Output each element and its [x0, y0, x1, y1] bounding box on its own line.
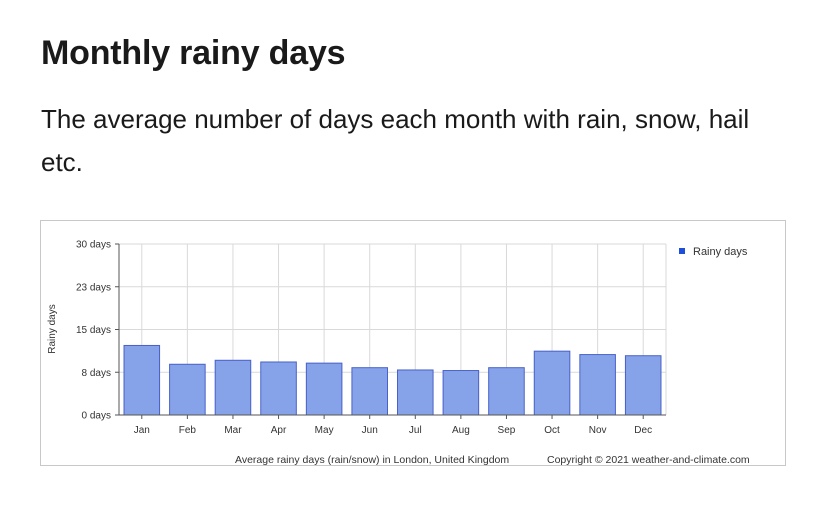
chart-card: 0 days 8 days 15 days 23 days 30 days Jan Feb M… [40, 220, 786, 466]
y-tick-label: 23 days [76, 282, 111, 293]
bar-jan [123, 344, 161, 416]
y-axis-title: Rainy days [47, 304, 58, 353]
chart-caption: Average rainy days (rain/snow) in London… [235, 454, 509, 466]
rainy-days-chart: 0 days 8 days 15 days 23 days 30 days Jan Feb M… [47, 240, 750, 467]
bar-feb [169, 363, 206, 416]
bar-nov [579, 354, 616, 416]
page-title: Monthly rainy days [41, 34, 346, 72]
bar-may [305, 362, 343, 416]
x-tick-label: Jun [362, 425, 378, 436]
x-tick-label: Dec [634, 425, 652, 436]
x-tick-label: Aug [452, 425, 470, 436]
bar-layer [123, 344, 662, 416]
bar-oct [533, 350, 571, 416]
y-tick-label: 15 days [76, 325, 111, 336]
bar-apr [260, 361, 297, 416]
x-tick-label: May [315, 425, 334, 436]
axis-layer [115, 243, 666, 419]
label-layer: 0 days 8 days 15 days 23 days 30 days Jan Feb M… [76, 240, 652, 437]
x-tick-label: Feb [179, 425, 197, 436]
y-tick-label: 0 days [82, 411, 111, 422]
x-tick-label: Nov [589, 425, 607, 436]
x-tick-label: Jan [134, 425, 150, 436]
y-tick-label: 8 days [82, 368, 111, 379]
bar-aug [442, 370, 480, 416]
x-tick-label: Apr [271, 425, 287, 436]
legend-label: Rainy days [693, 246, 748, 258]
bar-dec [624, 355, 662, 416]
bar-jun [351, 367, 388, 416]
bar-mar [214, 359, 252, 416]
x-tick-label: Jul [409, 425, 422, 436]
y-tick-label: 30 days [76, 240, 111, 251]
chart-copyright: Copyright © 2021 weather-and-climate.com [547, 454, 750, 466]
page-description: The average number of days each month wi… [41, 104, 750, 177]
x-tick-label: Sep [498, 425, 516, 436]
x-tick-label: Oct [544, 425, 560, 436]
x-tick-label: Mar [224, 425, 242, 436]
bar-sep [488, 367, 525, 416]
legend-marker [679, 248, 685, 254]
bar-jul [397, 369, 434, 416]
